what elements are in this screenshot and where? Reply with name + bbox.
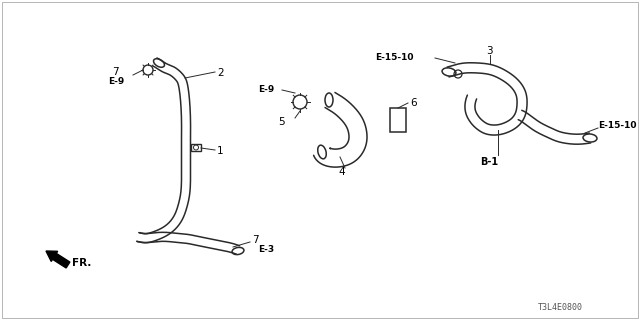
Text: FR.: FR.	[72, 258, 92, 268]
Text: 4: 4	[338, 167, 344, 177]
Text: 5: 5	[278, 117, 285, 127]
Text: E-15-10: E-15-10	[598, 121, 637, 130]
Text: E-9: E-9	[258, 85, 275, 94]
Text: E-9: E-9	[108, 77, 124, 86]
Text: 6: 6	[410, 98, 417, 108]
Text: 2: 2	[217, 68, 223, 78]
Text: 1: 1	[217, 146, 223, 156]
Text: T3L4E0800: T3L4E0800	[538, 303, 582, 313]
Text: E-15-10: E-15-10	[375, 52, 413, 61]
FancyArrow shape	[46, 251, 70, 268]
Bar	[390, 108, 406, 132]
Text: 7: 7	[112, 67, 118, 77]
Text: E-3: E-3	[258, 245, 274, 254]
Text: B-1: B-1	[480, 157, 498, 167]
Text: 7: 7	[252, 235, 259, 245]
Text: 3: 3	[486, 46, 493, 56]
